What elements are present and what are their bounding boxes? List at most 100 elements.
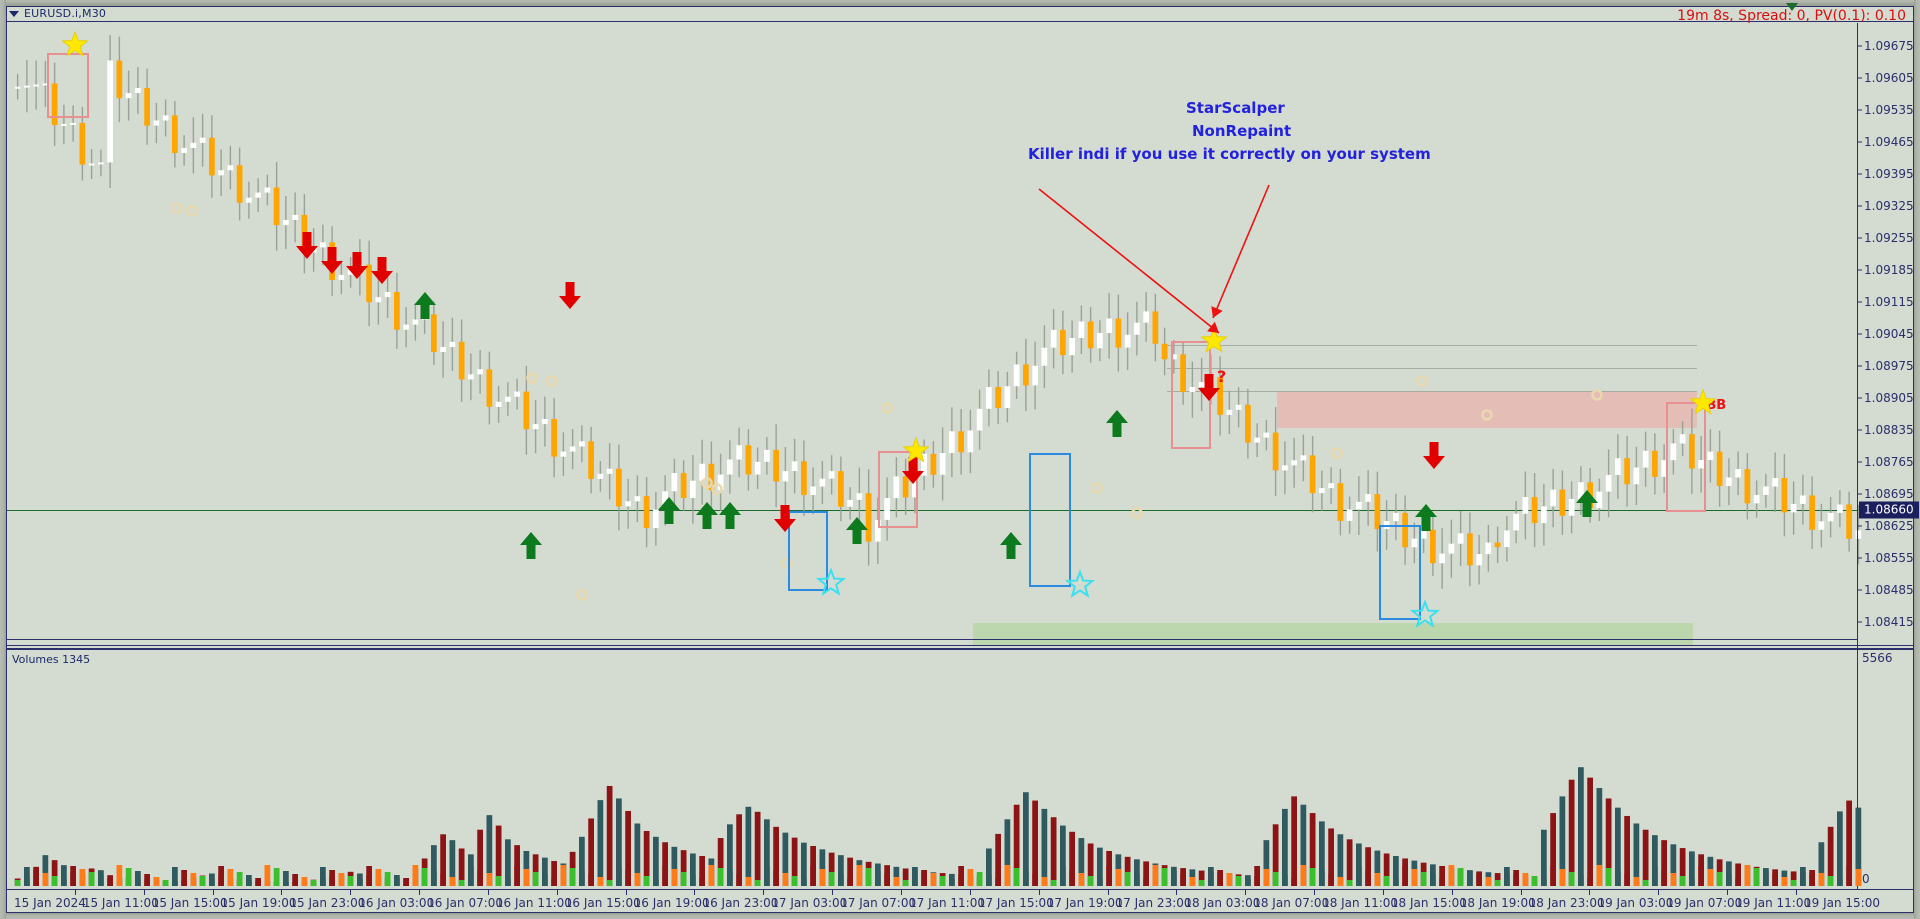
price-axis-tick: 1.09045	[1857, 327, 1914, 341]
volume-bar	[495, 825, 502, 886]
tick-dash	[1857, 173, 1862, 175]
signal-box[interactable]	[1029, 453, 1071, 587]
volume-sub-bar	[1134, 875, 1140, 886]
volume-sub-bar	[227, 869, 234, 886]
volume-sub-bar	[70, 866, 76, 886]
volume-sub-bar	[1263, 869, 1270, 886]
signal-box[interactable]	[1666, 402, 1706, 512]
time-axis-tick: 18 Jan 03:00	[1176, 890, 1260, 910]
volume-sub-bar	[107, 878, 113, 886]
volume-bar	[1772, 869, 1778, 886]
candle-body	[1559, 489, 1566, 516]
candle-body	[801, 461, 807, 495]
candle-body	[1652, 450, 1658, 477]
volume-sub-bar	[1430, 875, 1436, 886]
candle-body	[1494, 542, 1501, 548]
volume-bar	[1781, 870, 1788, 886]
tick-dash	[1857, 333, 1862, 335]
time-axis-tick: 16 Jan 07:00	[419, 890, 503, 910]
volume-sub-bar	[1679, 876, 1686, 886]
volume-bar	[1189, 869, 1196, 886]
volume-sub-bar	[1522, 873, 1529, 886]
candle-body	[1837, 504, 1843, 513]
volume-bar	[1439, 865, 1445, 886]
volume-sub-bar	[1198, 880, 1205, 886]
volume-sub-bar	[236, 872, 243, 886]
signal-markers-layer	[61, 30, 1717, 628]
volume-sub-bar	[1670, 873, 1677, 886]
volume-bar	[384, 877, 391, 886]
volume-bar	[708, 858, 715, 886]
volume-bar	[1245, 875, 1251, 886]
volume-bar	[986, 848, 992, 886]
signal-box[interactable]	[47, 53, 89, 118]
indicator-dot-icon	[186, 205, 198, 217]
volume-bar	[1504, 873, 1510, 886]
volume-sub-bar	[690, 875, 696, 886]
volume-sub-bar	[967, 869, 974, 886]
cyan-star-icon	[1064, 569, 1096, 598]
chevron-down-icon[interactable]	[9, 11, 19, 17]
candle-body	[662, 491, 668, 510]
supply-demand-zone[interactable]	[973, 623, 1693, 645]
volume-pane[interactable]	[7, 649, 1913, 889]
volume-bar	[1800, 872, 1806, 886]
window-top-border	[0, 0, 1920, 6]
time-axis-tick: 19 Jan 11:00	[1727, 890, 1811, 910]
volume-bar	[375, 876, 382, 886]
volume-sub-bar	[125, 868, 132, 886]
volume-sub-bar	[1171, 871, 1177, 886]
volume-bar	[754, 811, 761, 886]
volume-bar	[357, 873, 363, 886]
annotation-arrow-icon	[1212, 184, 1270, 319]
signal-box[interactable]	[878, 451, 918, 528]
time-axis-tick: 18 Jan 23:00	[1520, 890, 1605, 910]
volume-bar	[1624, 815, 1630, 886]
volume-bar	[939, 873, 946, 886]
volume-bar	[717, 838, 724, 886]
volume-bar	[532, 854, 539, 886]
candle-body	[1124, 334, 1131, 348]
candle-body	[949, 431, 955, 454]
volume-sub-bar	[495, 876, 502, 886]
candle-body	[764, 449, 770, 462]
price-axis-tick: 1.09255	[1857, 231, 1914, 245]
buy-arrow-icon	[520, 532, 542, 559]
candle-body	[33, 84, 39, 87]
candle-body	[791, 461, 798, 472]
volume-bar	[514, 845, 520, 886]
volume-bar	[930, 872, 937, 886]
annotation-arrow-head-icon	[1207, 321, 1219, 333]
volume-bar	[1642, 829, 1649, 886]
volume-bar	[671, 846, 678, 886]
volume-sub-bar	[42, 873, 49, 886]
time-axis-tick: 16 Jan 11:00	[487, 890, 572, 910]
signal-box[interactable]	[1171, 341, 1211, 449]
volume-bar	[1485, 872, 1492, 886]
candle-body	[690, 480, 696, 499]
volume-bar	[782, 832, 789, 886]
candle-body	[190, 142, 197, 148]
tick-dash	[1038, 890, 1040, 895]
volume-sub-bar	[1013, 868, 1020, 886]
time-axis-tick: 18 Jan 19:00	[1451, 890, 1536, 910]
volume-sub-bar	[949, 879, 955, 886]
volume-sub-bar	[1652, 867, 1658, 886]
volume-sub-bar	[1827, 876, 1834, 886]
candle-body	[162, 115, 169, 121]
price-pane[interactable]: -BBDiscount PD Array	[7, 23, 1913, 645]
volume-sub-bar	[1050, 880, 1057, 886]
signal-box[interactable]	[1379, 525, 1421, 620]
volume-sub-bar	[884, 874, 890, 886]
time-axis-tick: 16 Jan 23:00	[694, 890, 778, 910]
volume-sub-bar	[403, 878, 409, 886]
candle-body	[153, 120, 160, 126]
volume-sub-bar	[930, 873, 937, 886]
candle-body	[976, 408, 983, 431]
supply-demand-zone[interactable]	[1277, 392, 1697, 428]
tick-dash	[901, 890, 902, 895]
buy-arrow-icon	[1106, 410, 1128, 437]
tick-dash	[1245, 890, 1247, 895]
volume-bar	[1356, 843, 1362, 886]
signal-box[interactable]	[788, 511, 828, 591]
